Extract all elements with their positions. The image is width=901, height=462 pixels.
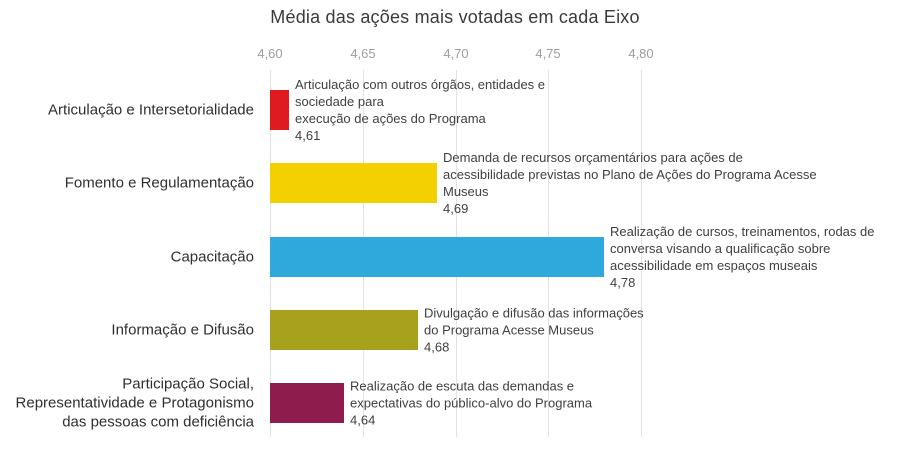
x-axis-tick-label: 4,65 (350, 46, 376, 61)
chart-title: Média das ações mais votadas em cada Eix… (270, 7, 640, 27)
bar-informacao (270, 310, 418, 350)
annotation-value: 4,78 (610, 275, 636, 290)
x-axis-tick-label: 4,75 (535, 46, 561, 61)
annotation-text: Divulgação e difusão das informações do … (424, 305, 644, 338)
bar-annotation: Divulgação e difusão das informações do … (424, 305, 644, 356)
bar-fomento (270, 163, 437, 203)
bar-articulacao (270, 90, 289, 130)
annotation-text: Realização de escuta das demandas e expe… (350, 378, 593, 411)
category-label: Capacitação (170, 248, 254, 266)
bar-participacao (270, 383, 344, 423)
annotation-text: Articulação com outros órgãos, entidades… (295, 77, 546, 126)
x-axis-tick-label: 4,70 (443, 46, 469, 61)
bar-annotation: Realização de cursos, treinamentos, roda… (610, 223, 874, 291)
bar-capacitacao (270, 237, 604, 277)
x-axis-tick-label: 4,80 (628, 46, 654, 61)
gridline (641, 70, 642, 437)
bar-annotation: Demanda de recursos orçamentários para a… (443, 149, 817, 217)
annotation-value: 4,69 (443, 201, 469, 216)
annotation-value: 4,68 (424, 339, 450, 355)
annotation-text: Demanda de recursos orçamentários para a… (443, 150, 817, 199)
annotation-text: Realização de cursos, treinamentos, roda… (610, 224, 875, 273)
x-axis-tick-label: 4,60 (257, 46, 283, 61)
category-label: Participação Social, Representatividade … (15, 375, 254, 431)
annotation-value: 4,64 (350, 412, 376, 428)
annotation-value: 4,61 (295, 128, 321, 143)
bar-annotation: Realização de escuta das demandas e expe… (350, 378, 592, 429)
category-label: Articulação e Intersetorialidade (48, 101, 254, 119)
category-label: Fomento e Regulamentação (64, 174, 254, 192)
bar-annotation: Articulação com outros órgãos, entidades… (295, 76, 595, 144)
category-label: Informação e Difusão (111, 321, 254, 339)
